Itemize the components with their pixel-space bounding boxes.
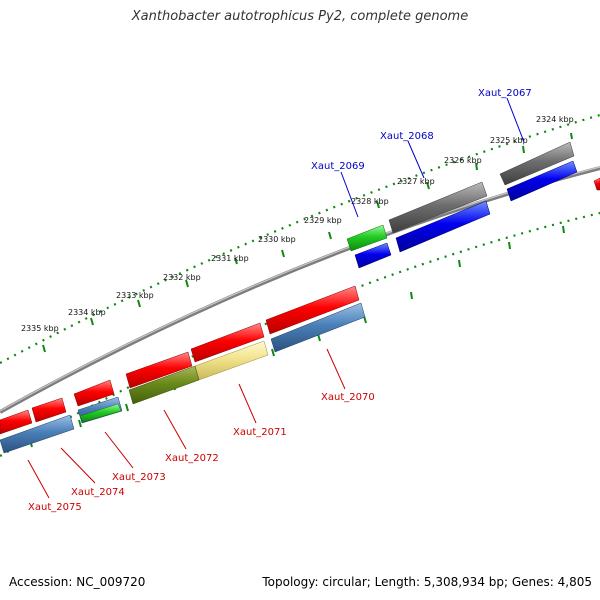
feature-red-6[interactable]: [0, 409, 33, 435]
gene-xaut-2072[interactable]: [128, 365, 200, 405]
ruler-label-2328: 2328 kbp: [351, 197, 389, 206]
gene-label-xaut-2070[interactable]: Xaut_2070: [321, 392, 375, 403]
feature-green-1[interactable]: [346, 224, 388, 252]
gene-xaut-2069[interactable]: [354, 242, 392, 269]
reverse-label-leaders: [27, 348, 346, 499]
feature-green-2[interactable]: [79, 403, 122, 423]
feature-red-4[interactable]: [73, 379, 115, 407]
gene-label-xaut-2069[interactable]: Xaut_2069: [311, 161, 365, 172]
feature-red-1[interactable]: [265, 285, 360, 335]
forward-gene-labels: Xaut_2067 Xaut_2068 Xaut_2069: [311, 88, 532, 172]
genome-backbone-highlight: [0, 166, 600, 412]
gene-xaut-2070[interactable]: [270, 302, 366, 353]
forward-label-leaders: [340, 97, 525, 218]
feature-red-3[interactable]: [125, 351, 193, 389]
genome-backbone: [0, 166, 600, 414]
map-title: Xanthobacter autotrophicus Py2, complete…: [131, 9, 469, 24]
accession-text: Accession: NC_009720: [9, 575, 146, 589]
gene-label-xaut-2075[interactable]: Xaut_2075: [28, 502, 82, 513]
ruler-label-2330: 2330 kbp: [258, 235, 296, 244]
gene-label-xaut-2071[interactable]: Xaut_2071: [233, 427, 287, 438]
gene-partial-edge[interactable]: [593, 177, 600, 191]
gene-label-xaut-2072[interactable]: Xaut_2072: [165, 453, 219, 464]
forward-gray-track: [346, 141, 575, 252]
ruler-label-2333: 2333 kbp: [116, 291, 154, 300]
ruler-label-2331: 2331 kbp: [211, 254, 249, 263]
feature-red-5[interactable]: [31, 397, 67, 423]
gene-label-xaut-2068[interactable]: Xaut_2068: [380, 131, 434, 142]
ruler-label-2327: 2327 kbp: [397, 177, 435, 186]
forward-gene-track: [354, 160, 600, 269]
gene-xaut-2067[interactable]: [506, 160, 578, 202]
outer-ruler-track: [0, 113, 600, 364]
reverse-gene-labels: Xaut_2070 Xaut_2071 Xaut_2072 Xaut_2073 …: [28, 392, 375, 513]
outer-ruler-ticks: [42, 132, 573, 353]
reverse-gene-track: [0, 302, 366, 454]
inner-ruler-ticks: [29, 225, 565, 448]
gene-label-xaut-2073[interactable]: Xaut_2073: [112, 472, 166, 483]
ruler-label-2325: 2325 kbp: [490, 136, 528, 145]
gene-label-xaut-2067[interactable]: Xaut_2067: [478, 88, 532, 99]
feature-red-2[interactable]: [190, 322, 265, 363]
topology-text: Topology: circular; Length: 5,308,934 bp…: [262, 575, 592, 589]
feature-gray-2[interactable]: [388, 181, 488, 234]
ruler-label-2335: 2335 kbp: [21, 324, 59, 333]
ruler-label-2329: 2329 kbp: [304, 216, 342, 225]
ruler-label-2334: 2334 kbp: [68, 308, 106, 317]
ruler-labels: 2324 kbp 2325 kbp 2326 kbp 2327 kbp 2328…: [21, 115, 574, 333]
gene-xaut-2074[interactable]: [0, 414, 75, 454]
gene-xaut-2068[interactable]: [395, 200, 491, 253]
ruler-label-2324: 2324 kbp: [536, 115, 574, 124]
ruler-label-2332: 2332 kbp: [163, 273, 201, 282]
gene-label-xaut-2074[interactable]: Xaut_2074: [71, 487, 125, 498]
reverse-red-track: [0, 285, 360, 435]
feature-gray-1[interactable]: [499, 141, 575, 186]
ruler-label-2326: 2326 kbp: [444, 156, 482, 165]
